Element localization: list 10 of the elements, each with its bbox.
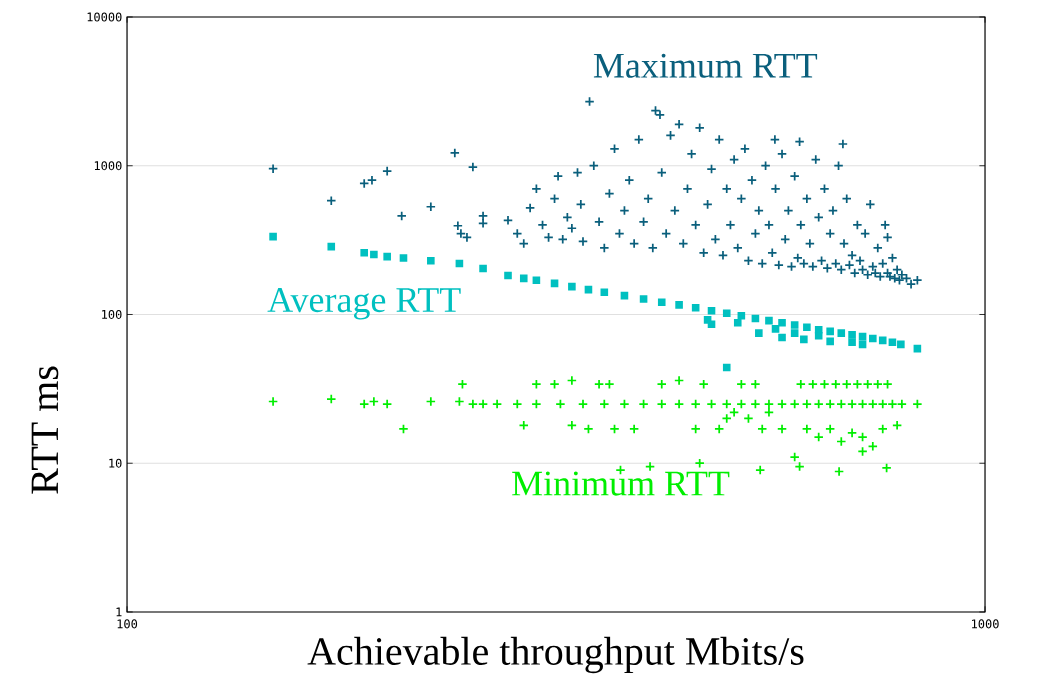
- y-tick-label: 1: [116, 607, 122, 617]
- series-label: Average RTT: [267, 288, 461, 320]
- series-label: Minimum RTT: [512, 471, 730, 496]
- x-axis-title: Achievable throughput Mbits/s: [307, 636, 804, 674]
- series-label: Maximum RTT: [593, 53, 818, 78]
- y-tick-label: 10000: [87, 12, 122, 22]
- y-tick-label: 100: [102, 309, 122, 320]
- y-tick-label: 10: [109, 458, 122, 468]
- y-tick-label: 1000: [94, 161, 122, 171]
- y-axis-title: RTT ms: [31, 366, 59, 494]
